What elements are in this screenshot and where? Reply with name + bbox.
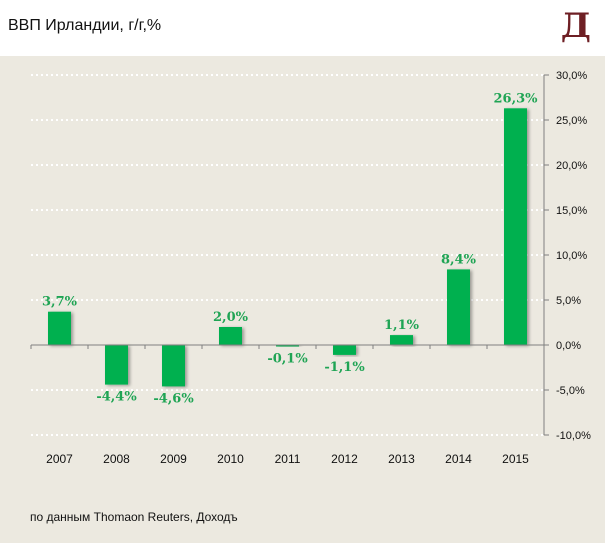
x-tick-label: 2010 [217, 452, 244, 466]
y-tick-label: 15,0% [556, 205, 587, 217]
y-tick-label: 25,0% [556, 115, 587, 127]
x-tick-label: 2015 [502, 452, 529, 466]
bar-2007 [48, 311, 71, 345]
data-label-2013: 1,1% [384, 318, 420, 333]
y-tick-label: -10,0% [556, 430, 591, 442]
bar-2009 [162, 345, 185, 387]
data-label-2009: -4,6% [153, 391, 194, 406]
bar-2013 [390, 335, 413, 345]
data-label-2008: -4,4% [96, 390, 137, 405]
bar-2008 [105, 345, 128, 385]
x-tick-label: 2014 [445, 452, 472, 466]
y-tick-label: 5,0% [556, 295, 581, 307]
data-label-2007: 3,7% [42, 295, 78, 310]
data-label-2010: 2,0% [213, 310, 249, 325]
x-tick-label: 2009 [160, 452, 187, 466]
chart-title: ВВП Ирландии, г/г,% [8, 17, 162, 34]
data-label-2015: 26,3% [493, 91, 538, 106]
x-tick-label: 2011 [275, 452, 301, 466]
header: ВВП Ирландии, г/г,% Д [0, 0, 605, 56]
x-tick-label: 2012 [331, 452, 358, 466]
x-tick-label: 2013 [388, 452, 415, 466]
bar-2015 [504, 108, 527, 345]
logo: Д [560, 6, 591, 46]
bar-2014 [447, 269, 470, 345]
y-tick-label: 20,0% [556, 160, 587, 172]
data-label-2011: -0,1% [267, 352, 308, 367]
data-label-2014: 8,4% [441, 252, 477, 267]
bar-2011 [276, 345, 299, 347]
source-note: по данным Thomaon Reuters, Доходъ [30, 510, 238, 524]
data-label-2012: -1,1% [324, 360, 365, 375]
y-tick-label: 10,0% [556, 250, 587, 262]
y-tick-label: -5,0% [556, 385, 585, 397]
bar-2012 [333, 345, 356, 355]
x-tick-label: 2008 [103, 452, 130, 466]
bar-2010 [219, 327, 242, 345]
x-tick-label: 2007 [46, 452, 73, 466]
y-tick-label: 0,0% [556, 340, 581, 352]
y-tick-label: 30,0% [556, 70, 587, 82]
